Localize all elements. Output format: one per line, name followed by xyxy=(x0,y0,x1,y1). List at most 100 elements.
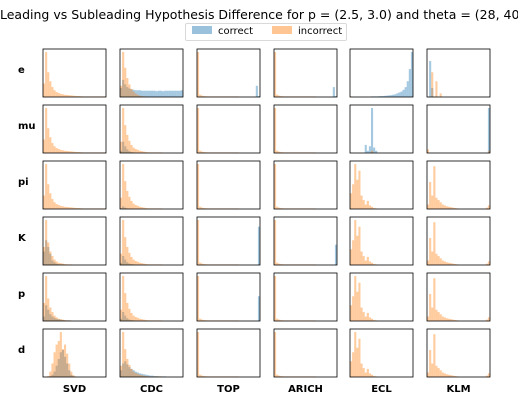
panel-frame xyxy=(119,272,184,322)
panel-frame xyxy=(196,328,261,378)
bar-incorrect-e-klm-4 xyxy=(435,81,438,97)
bar-incorrect-K-cdc-8 xyxy=(136,261,139,265)
bar-incorrect-d-top-0 xyxy=(197,332,200,377)
bar-incorrect-d-svd-9 xyxy=(61,349,64,377)
bar-incorrect-p-klm-0 xyxy=(427,316,430,321)
bar-incorrect-d-cdc-0 xyxy=(120,365,123,377)
bar-correct-p-cdc-2 xyxy=(124,315,127,321)
bar-correct-mu-ecl-11 xyxy=(373,147,376,153)
bar-incorrect-pi-ecl-7 xyxy=(364,204,367,209)
bar-incorrect-pi-cdc-8 xyxy=(136,205,139,209)
bar-incorrect-d-arich-2 xyxy=(278,375,281,377)
bar-incorrect-mu-cdc-12 xyxy=(145,152,148,153)
panel-e-ecl xyxy=(349,48,414,98)
bar-correct-d-cdc-10 xyxy=(141,373,144,377)
panel-frame xyxy=(273,272,338,322)
bar-incorrect-pi-ecl-6 xyxy=(362,200,365,209)
panel-K-cdc xyxy=(119,216,184,266)
bar-incorrect-e-svd-12 xyxy=(68,95,71,97)
bar-incorrect-p-klm-11 xyxy=(450,319,453,321)
bar-incorrect-pi-arich-2 xyxy=(278,207,281,209)
bar-correct-e-arich-29 xyxy=(334,96,337,97)
bar-correct-mu-cdc-4 xyxy=(128,151,131,153)
bar-incorrect-K-svd-7 xyxy=(57,262,60,265)
bar-incorrect-pi-svd-8 xyxy=(59,205,62,209)
bar-incorrect-K-cdc-11 xyxy=(143,263,146,265)
bar-incorrect-e-cdc-4 xyxy=(128,84,131,97)
bar-incorrect-mu-svd-5 xyxy=(53,146,56,153)
panel-d-top xyxy=(196,328,261,378)
bar-correct-d-cdc-15 xyxy=(151,375,154,377)
bar-correct-d-cdc-14 xyxy=(149,375,152,377)
bar-correct-mu-cdc-1 xyxy=(122,141,125,153)
bar-incorrect-d-cdc-1 xyxy=(122,332,125,377)
bar-incorrect-e-svd-10 xyxy=(64,94,67,97)
bar-correct-K-arich-29 xyxy=(334,244,337,265)
bar-incorrect-d-ecl-4 xyxy=(358,338,361,377)
bar-correct-e-cdc-15 xyxy=(151,90,154,97)
bar-incorrect-p-top-1 xyxy=(199,318,202,321)
bar-correct-e-ecl-15 xyxy=(381,96,384,97)
panel-pi-svd xyxy=(42,160,107,210)
bar-incorrect-p-ecl-7 xyxy=(364,316,367,321)
bar-incorrect-p-klm-7 xyxy=(441,316,444,321)
bar-incorrect-d-svd-8 xyxy=(59,332,62,377)
bar-incorrect-K-cdc-1 xyxy=(122,220,125,265)
bar-correct-d-cdc-2 xyxy=(124,361,127,377)
bar-correct-K-cdc-4 xyxy=(128,263,131,265)
bar-correct-e-cdc-4 xyxy=(128,88,131,97)
bar-incorrect-d-klm-0 xyxy=(427,372,430,377)
bar-incorrect-K-svd-6 xyxy=(55,261,58,265)
bar-incorrect-d-ecl-5 xyxy=(360,363,363,377)
bar-incorrect-e-svd-9 xyxy=(61,94,64,97)
bar-incorrect-mu-klm-0 xyxy=(427,149,430,153)
bar-incorrect-e-arich-1 xyxy=(276,94,279,97)
row-label-K: K xyxy=(18,233,26,244)
bar-incorrect-p-svd-2 xyxy=(47,298,50,321)
panel-frame xyxy=(42,160,107,210)
panel-frame xyxy=(426,48,491,98)
bar-incorrect-mu-svd-4 xyxy=(51,143,54,153)
panel-frame xyxy=(42,104,107,154)
bar-incorrect-e-cdc-1 xyxy=(122,52,125,97)
bar-correct-e-cdc-3 xyxy=(126,87,129,97)
bar-incorrect-pi-klm-3 xyxy=(433,166,436,209)
bar-correct-pi-cdc-2 xyxy=(124,207,127,209)
bar-incorrect-d-klm-9 xyxy=(445,374,448,377)
panel-frame xyxy=(42,48,107,98)
bar-incorrect-d-klm-3 xyxy=(433,334,436,377)
bar-incorrect-K-ecl-1 xyxy=(352,240,355,265)
bar-incorrect-pi-svd-2 xyxy=(47,184,50,209)
bar-correct-K-cdc-0 xyxy=(120,262,123,265)
bar-incorrect-d-svd-13 xyxy=(70,371,73,377)
bar-incorrect-K-ecl-4 xyxy=(358,226,361,265)
panel-frame xyxy=(349,272,414,322)
bar-incorrect-d-ecl-7 xyxy=(364,372,367,377)
bar-incorrect-d-svd-7 xyxy=(57,341,60,377)
bar-incorrect-e-svd-2 xyxy=(47,72,50,97)
bar-correct-mu-ecl-8 xyxy=(366,150,369,153)
bar-incorrect-pi-cdc-12 xyxy=(145,208,148,209)
bar-correct-d-cdc-4 xyxy=(128,367,131,377)
bar-incorrect-e-klm-6 xyxy=(439,93,442,97)
bar-incorrect-d-svd-10 xyxy=(64,344,67,377)
bar-correct-e-cdc-14 xyxy=(149,90,152,97)
panel-pi-ecl xyxy=(349,160,414,210)
bar-incorrect-pi-klm-7 xyxy=(441,204,444,209)
bar-incorrect-pi-svd-17 xyxy=(78,208,81,209)
bar-incorrect-mu-cdc-3 xyxy=(126,135,129,153)
bar-incorrect-K-cdc-4 xyxy=(128,252,131,265)
bar-correct-e-cdc-17 xyxy=(155,91,158,97)
bar-incorrect-p-klm-10 xyxy=(448,318,451,321)
bar-incorrect-mu-arich-0 xyxy=(274,108,277,153)
bar-incorrect-p-klm-13 xyxy=(454,320,457,321)
bar-correct-e-cdc-12 xyxy=(145,90,148,97)
bar-incorrect-d-cdc-3 xyxy=(126,359,129,377)
bar-correct-pi-cdc-1 xyxy=(122,206,125,209)
bar-incorrect-e-top-1 xyxy=(199,94,202,97)
bar-incorrect-pi-ecl-8 xyxy=(366,200,369,209)
bar-incorrect-pi-svd-0 xyxy=(43,195,46,209)
panel-pi-klm xyxy=(426,160,491,210)
bar-incorrect-e-cdc-8 xyxy=(136,94,139,97)
bar-incorrect-d-klm-5 xyxy=(437,368,440,377)
